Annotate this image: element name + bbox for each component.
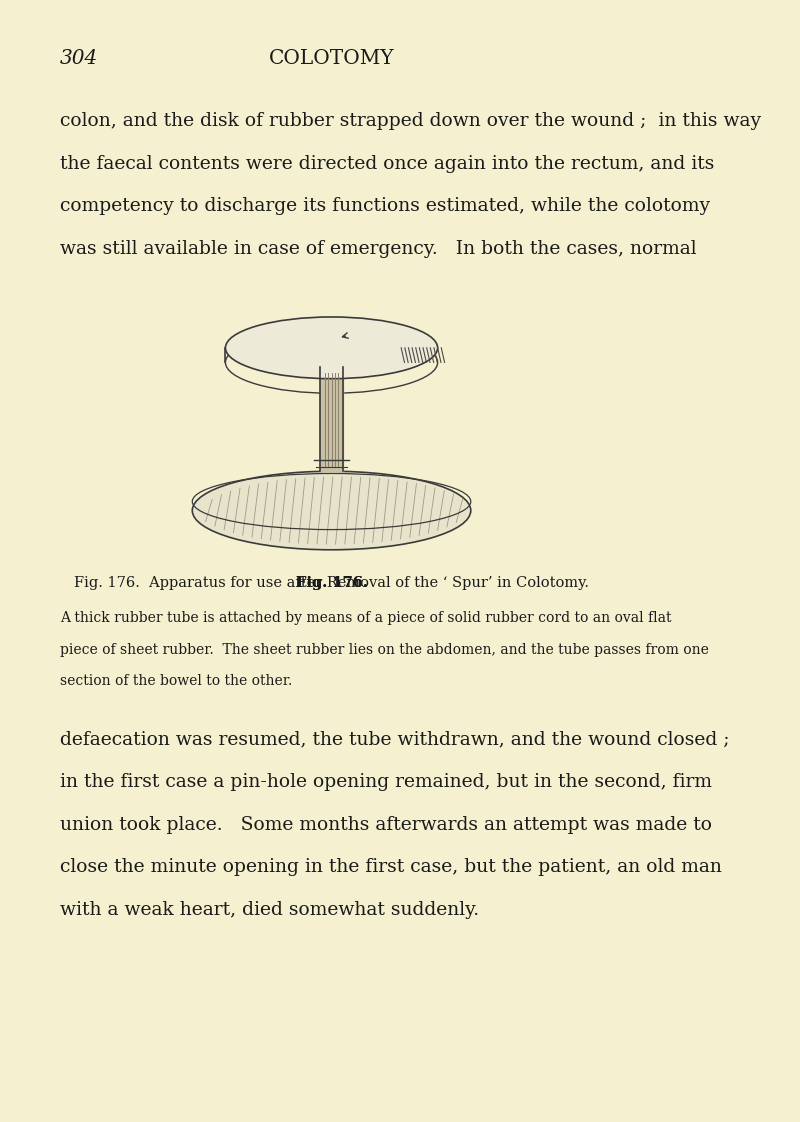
Text: Fig. 176.  Apparatus for use after Removal of the ‘ Spur’ in Colotomy.: Fig. 176. Apparatus for use after Remova…	[74, 576, 589, 589]
Text: with a weak heart, died somewhat suddenly.: with a weak heart, died somewhat suddenl…	[60, 901, 479, 919]
Ellipse shape	[226, 318, 438, 379]
Text: defaecation was resumed, the tube withdrawn, and the wound closed ;: defaecation was resumed, the tube withdr…	[60, 730, 729, 748]
Text: close the minute opening in the first case, but the patient, an old man: close the minute opening in the first ca…	[60, 858, 722, 876]
Text: competency to discharge its functions estimated, while the colotomy: competency to discharge its functions es…	[60, 197, 710, 215]
Text: in the first case a pin-hole opening remained, but in the second, firm: in the first case a pin-hole opening rem…	[60, 773, 712, 791]
Text: union took place.   Some months afterwards an attempt was made to: union took place. Some months afterwards…	[60, 816, 712, 834]
Ellipse shape	[192, 471, 470, 550]
Text: Fig. 176.: Fig. 176.	[296, 576, 367, 589]
Text: A thick rubber tube is attached by means of a piece of solid rubber cord to an o: A thick rubber tube is attached by means…	[60, 611, 671, 625]
Text: Fig. 176.: Fig. 176.	[296, 576, 367, 589]
Text: colon, and the disk of rubber strapped down over the wound ;  in this way: colon, and the disk of rubber strapped d…	[60, 112, 761, 130]
Text: section of the bowel to the other.: section of the bowel to the other.	[60, 674, 292, 688]
Text: the faecal contents were directed once again into the rectum, and its: the faecal contents were directed once a…	[60, 155, 714, 173]
Text: COLOTOMY: COLOTOMY	[269, 49, 394, 68]
Text: was still available in case of emergency.   In both the cases, normal: was still available in case of emergency…	[60, 240, 696, 258]
Text: 304: 304	[60, 49, 98, 68]
Text: piece of sheet rubber.  The sheet rubber lies on the abdomen, and the tube passe: piece of sheet rubber. The sheet rubber …	[60, 643, 709, 656]
